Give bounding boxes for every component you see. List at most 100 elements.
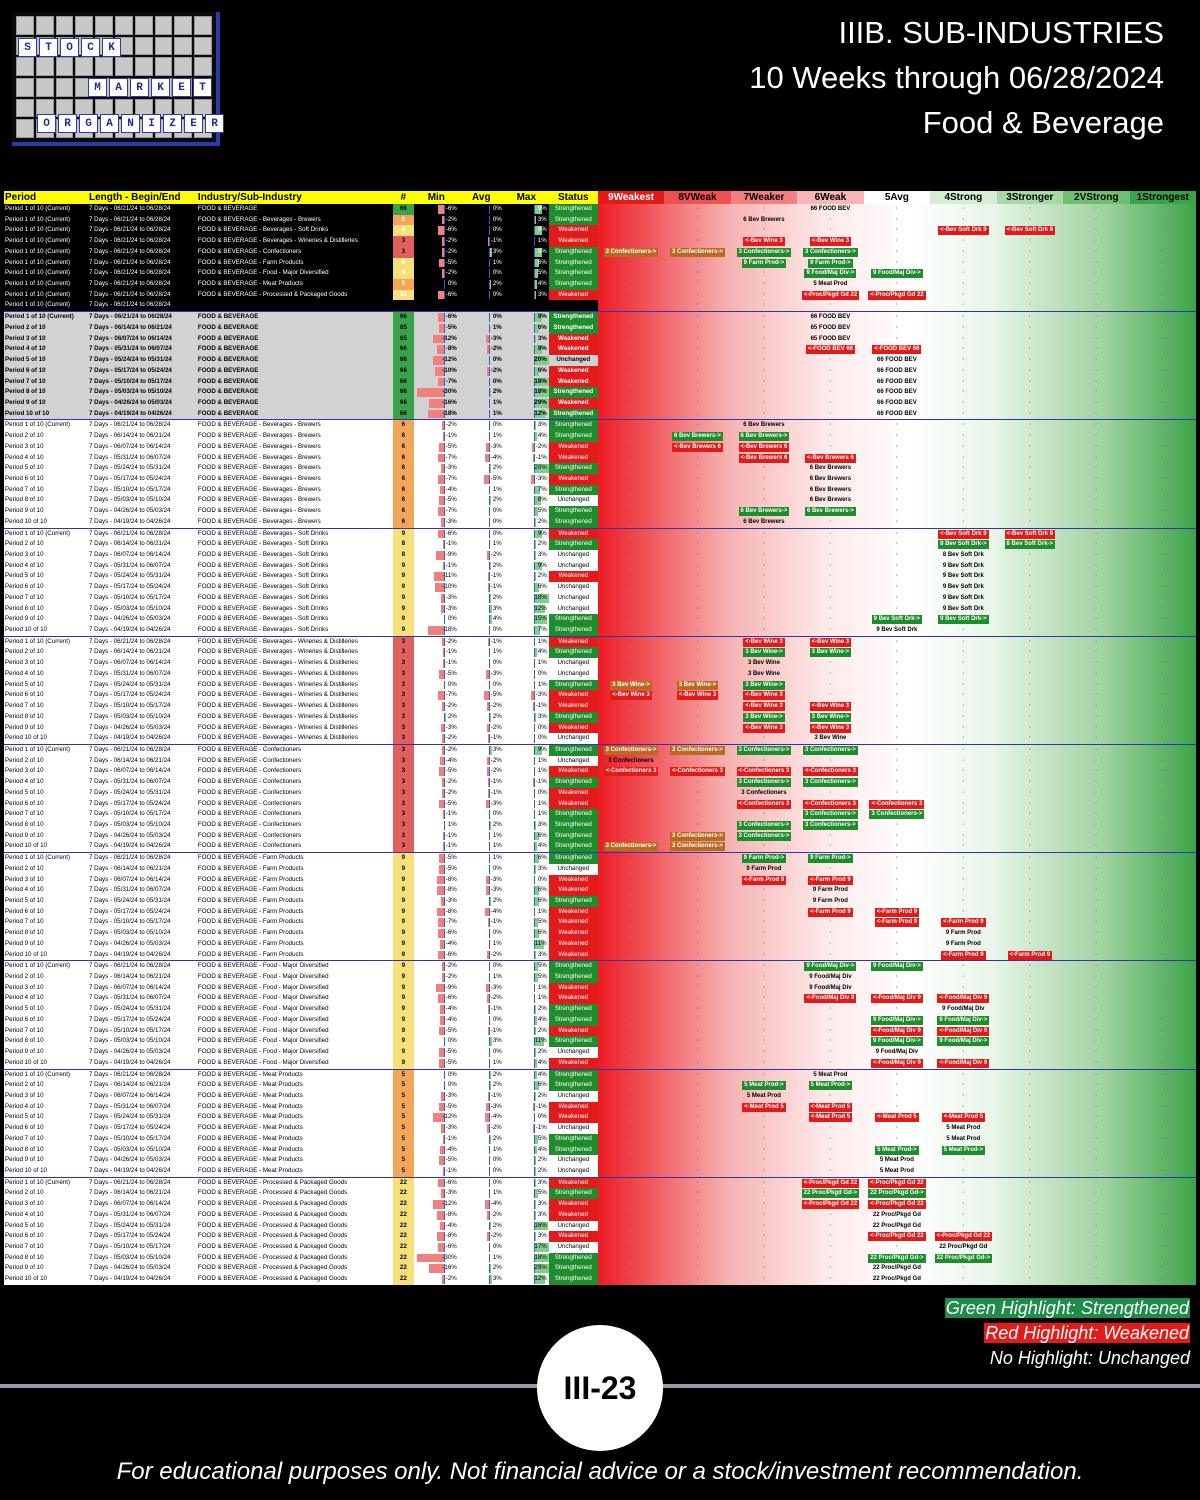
- zone-dot: ·: [895, 832, 898, 839]
- zone-cell: ·: [797, 215, 863, 226]
- zone-dot: ·: [1028, 378, 1031, 385]
- zone-dot: ·: [696, 335, 699, 342]
- table-row: Period 3 of 10 7 Days - 06/07/24 to 06/14…: [4, 1090, 1197, 1102]
- zero-line: [443, 1102, 445, 1112]
- table-row: Period 2 of 10 7 Days - 06/14/24 to 06/21…: [4, 863, 1197, 875]
- zone-cell: ·: [1063, 290, 1129, 301]
- zone-dot: ·: [829, 410, 832, 417]
- zero-line: [443, 366, 445, 376]
- value-text: 3%: [492, 745, 502, 753]
- zone-cell: <-Meat Prod 5: [731, 1102, 797, 1113]
- cell-min: -5%: [413, 322, 459, 334]
- zone-dot: ·: [1161, 475, 1164, 482]
- zero-line: [488, 1264, 490, 1274]
- zone-cell: ·: [797, 1242, 863, 1253]
- value-bar: [439, 442, 444, 452]
- zero-line: [533, 929, 535, 938]
- zone-dot: ·: [1161, 1157, 1164, 1164]
- cell-length: 7 Days - 05/10/24 to 05/17/24: [88, 809, 198, 820]
- zero-line: [443, 1210, 445, 1220]
- value-bar: [439, 1026, 444, 1036]
- cell-status: Unchanged: [548, 495, 598, 507]
- cell-period: Period 4 of 10: [4, 560, 89, 572]
- table-row: Period 10 of 10 7 Days - 04/19/24 to 04/2…: [4, 949, 1197, 962]
- zone-cell: ·: [864, 647, 930, 658]
- cell-industry: FOOD & BEVERAGE - Confectioners: [197, 819, 393, 831]
- zone-dot: ·: [696, 227, 699, 234]
- value-text: -8%: [445, 886, 457, 894]
- value-bar: [533, 583, 540, 592]
- value-text: 6%: [537, 929, 547, 937]
- zero-line: [488, 1221, 490, 1231]
- zone-cell: 66 FOOD BEV: [797, 312, 863, 323]
- zone-cell: 5 Meat Prod->: [930, 1145, 996, 1156]
- zero-line: [488, 1253, 490, 1263]
- value-bar: [439, 323, 444, 333]
- zone-cell: ·: [997, 766, 1063, 777]
- table-row: Period 3 of 10 7 Days - 06/07/24 to 06/14…: [4, 550, 1197, 561]
- page-title: IIIB. SUB-INDUSTRIES 10 Weeks through 06…: [749, 10, 1164, 145]
- zone-cell: ·: [930, 279, 996, 290]
- value-bar: [486, 334, 489, 344]
- zone-dot: ·: [962, 984, 965, 991]
- zone-dot: ·: [895, 465, 898, 472]
- zone-dot: ·: [696, 518, 699, 525]
- zone-cell: ·: [997, 409, 1063, 420]
- cell-status: Weakened: [548, 452, 598, 464]
- value-text: -3%: [535, 691, 547, 699]
- cell-min: -8%: [413, 874, 459, 886]
- zone-cell: ·: [664, 723, 730, 734]
- zero-line: [488, 854, 490, 863]
- zone-dot: ·: [1028, 832, 1031, 839]
- zone-dot: ·: [696, 1049, 699, 1056]
- zone-dot: ·: [696, 1092, 699, 1099]
- cell-min: -8%: [413, 1231, 459, 1242]
- zone-dot: ·: [1095, 486, 1098, 493]
- zone-dot: ·: [1095, 238, 1098, 245]
- value-bar: [533, 334, 537, 344]
- table-row: Period 3 of 10 7 Days - 06/07/24 to 06/14…: [4, 333, 1197, 345]
- value-bar: [437, 918, 444, 928]
- zone-cell: ·: [664, 1036, 730, 1047]
- zone-dot: ·: [696, 1276, 699, 1283]
- cell-length: 7 Days - 06/21/24 to 06/28/24: [88, 420, 198, 432]
- zone-dot: ·: [962, 314, 965, 321]
- cell-industry: FOOD & BEVERAGE - Beverages - Brewers: [197, 463, 393, 474]
- zone-dot: ·: [1161, 757, 1164, 764]
- zone-dot: ·: [696, 1146, 699, 1153]
- zero-line: [533, 1275, 535, 1284]
- zone-dot: ·: [1161, 919, 1164, 926]
- zone-cell: ·: [997, 334, 1063, 345]
- cell-avg: 0%: [458, 1155, 504, 1166]
- zone-dot: ·: [962, 518, 965, 525]
- zone-cell: ·: [997, 614, 1063, 625]
- cell-avg: 3%: [458, 1036, 504, 1048]
- zone-cell: ·: [864, 474, 930, 485]
- zone-cell: ·: [664, 777, 730, 788]
- zone-cell: <-Proc/Pkgd Gd 22: [797, 1178, 863, 1189]
- value-bar: [487, 702, 489, 711]
- zone-label: <-Proc/Pkgd Gd 22: [868, 1200, 926, 1210]
- zone-cell: ·: [1063, 387, 1129, 398]
- zone-dot: ·: [1095, 541, 1098, 548]
- zone-label: <-Proc/Pkgd Gd 22: [868, 290, 926, 300]
- zone-dot: ·: [1028, 703, 1031, 710]
- value-text: -16%: [442, 398, 457, 406]
- zone-strip: · · · · <-Food/Maj Div 9 <-Food/Maj Div 9 · · ·: [597, 1025, 1197, 1037]
- zone-cell: ·: [1063, 680, 1129, 691]
- zone-cell: ·: [997, 972, 1063, 983]
- zero-line: [533, 517, 535, 527]
- zone-cell: ·: [997, 733, 1063, 744]
- zone-strip: · · · 6 Bev Brewers · · · · ·: [597, 473, 1197, 485]
- disclaimer: For educational purposes only. Not finan…: [116, 1458, 1084, 1485]
- cell-length: 7 Days - 06/07/24 to 06/14/24: [88, 658, 198, 669]
- zone-dot: ·: [1095, 367, 1098, 374]
- zone-dot: ·: [1095, 746, 1098, 753]
- cell-status: Weakened: [548, 1101, 598, 1113]
- zero-line: [533, 680, 535, 690]
- value-text: -2%: [445, 237, 457, 245]
- zone-dot: ·: [962, 216, 965, 223]
- zone-cell: ·: [731, 1221, 797, 1232]
- zone-dot: ·: [1161, 951, 1164, 958]
- zone-cell: ·: [1063, 1221, 1129, 1232]
